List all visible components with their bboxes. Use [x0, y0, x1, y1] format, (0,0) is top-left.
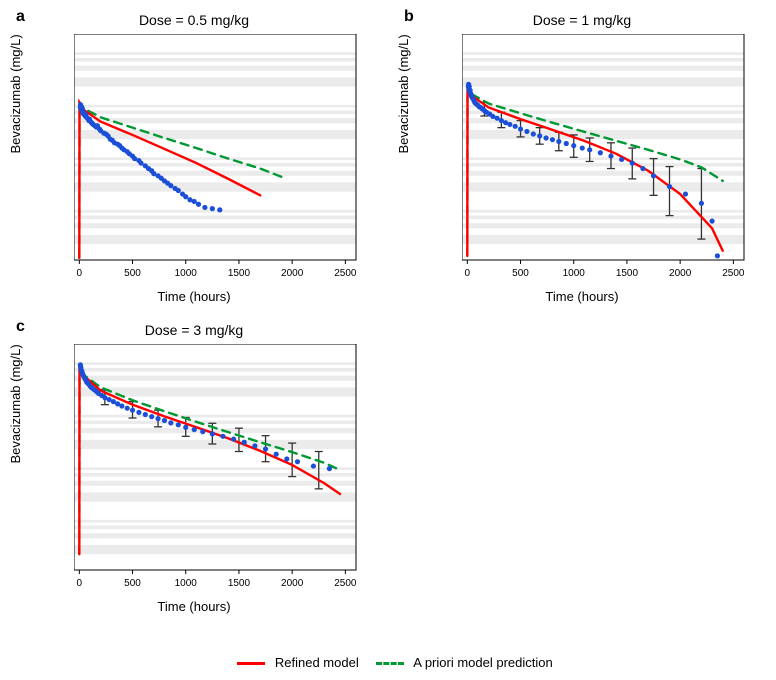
svg-text:0: 0: [465, 268, 471, 279]
panel-a-title: Dose = 0.5 mg/kg: [0, 12, 388, 28]
svg-text:2500: 2500: [722, 268, 745, 279]
panel-c-title: Dose = 3 mg/kg: [0, 322, 388, 338]
panel-c-ylabel: Bevacizumab (mg/L): [8, 344, 23, 463]
svg-text:500: 500: [124, 268, 141, 279]
svg-text:2000: 2000: [669, 268, 692, 279]
legend-apriori-label: A priori model prediction: [413, 655, 552, 670]
svg-text:2000: 2000: [281, 268, 304, 279]
svg-text:500: 500: [124, 578, 141, 589]
svg-text:2500: 2500: [334, 578, 357, 589]
panel-c-xlabel: Time (hours): [0, 599, 388, 614]
svg-text:1500: 1500: [228, 268, 251, 279]
panel-grid: a Dose = 0.5 mg/kg Bevacizumab (mg/L) 0.…: [0, 0, 776, 620]
svg-text:0: 0: [77, 268, 83, 279]
svg-text:1500: 1500: [228, 578, 251, 589]
panel-b: b Dose = 1 mg/kg Bevacizumab (mg/L) 0.01…: [388, 0, 776, 310]
svg-text:500: 500: [512, 268, 529, 279]
legend-apriori-swatch: [376, 662, 404, 665]
legend: Refined model A priori model prediction: [0, 655, 776, 670]
figure: a Dose = 0.5 mg/kg Bevacizumab (mg/L) 0.…: [0, 0, 776, 680]
panel-empty: [388, 310, 776, 620]
panel-b-title: Dose = 1 mg/kg: [388, 12, 776, 28]
panel-a-plot: 0.010.111010005001000150020002500: [74, 34, 386, 294]
legend-refined-label: Refined model: [275, 655, 359, 670]
svg-text:1000: 1000: [563, 268, 586, 279]
legend-refined-swatch: [237, 662, 265, 665]
panel-c-plot: 0.010.111010005001000150020002500: [74, 344, 386, 604]
panel-c: c Dose = 3 mg/kg Bevacizumab (mg/L) 0.01…: [0, 310, 388, 620]
panel-a-ylabel: Bevacizumab (mg/L): [8, 34, 23, 153]
panel-a: a Dose = 0.5 mg/kg Bevacizumab (mg/L) 0.…: [0, 0, 388, 310]
svg-text:1000: 1000: [175, 268, 198, 279]
panel-a-xlabel: Time (hours): [0, 289, 388, 304]
svg-text:1000: 1000: [175, 578, 198, 589]
svg-text:2500: 2500: [334, 268, 357, 279]
panel-b-plot: 0.010.111010005001000150020002500: [462, 34, 774, 294]
svg-text:0: 0: [77, 578, 83, 589]
panel-b-ylabel: Bevacizumab (mg/L): [396, 34, 411, 153]
panel-b-xlabel: Time (hours): [388, 289, 776, 304]
svg-text:1500: 1500: [616, 268, 639, 279]
svg-text:2000: 2000: [281, 578, 304, 589]
